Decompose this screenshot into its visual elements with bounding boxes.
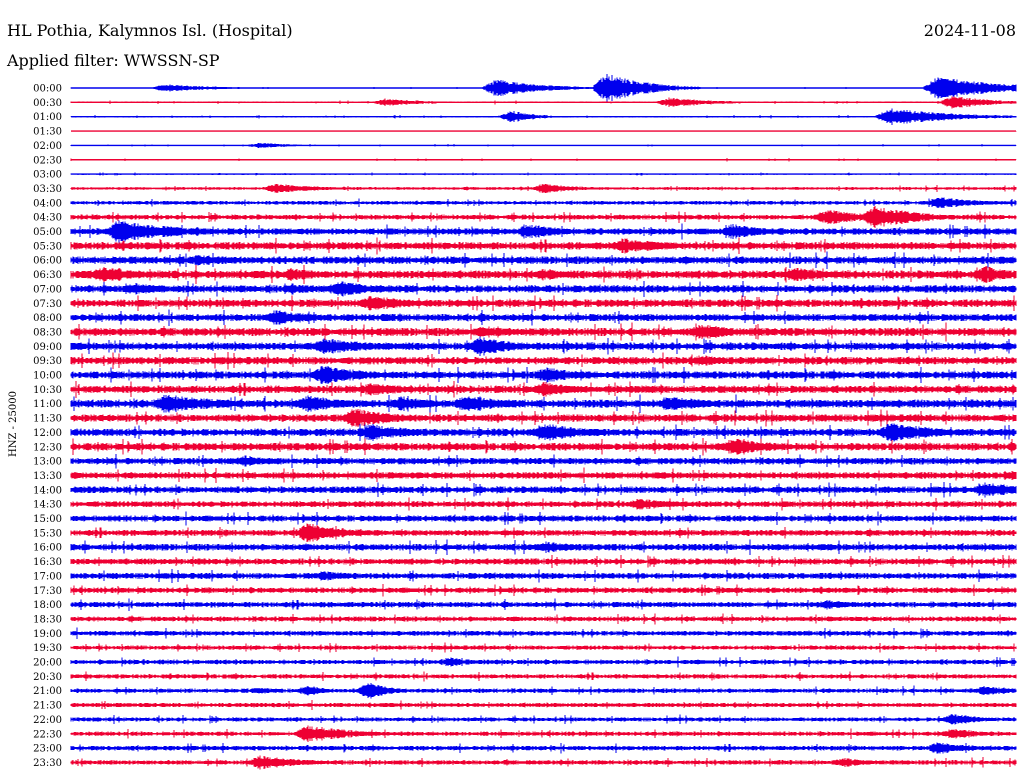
row-time-label: 01:00: [33, 112, 62, 123]
record-date: 2024-11-08: [924, 21, 1016, 40]
row-time-label: 03:30: [33, 184, 62, 195]
row-time-label: 00:30: [33, 98, 62, 109]
row-time-label: 18:30: [33, 614, 62, 625]
row-time-label: 08:30: [33, 327, 62, 338]
row-time-label: 23:30: [33, 758, 62, 769]
row-time-label: 23:00: [33, 744, 62, 755]
row-time-label: 04:30: [33, 213, 62, 224]
row-time-label: 14:00: [33, 485, 62, 496]
row-time-label: 21:30: [33, 701, 62, 712]
row-time-label: 02:30: [33, 155, 62, 166]
row-time-label: 21:00: [33, 686, 62, 697]
row-time-label: 05:30: [33, 241, 62, 252]
row-time-label: 15:30: [33, 528, 62, 539]
row-time-label: 07:00: [33, 284, 62, 295]
row-time-label: 22:30: [33, 729, 62, 740]
row-time-label: 08:00: [33, 313, 62, 324]
row-time-label: 06:00: [33, 256, 62, 267]
row-time-label: 16:00: [33, 543, 62, 554]
row-time-label: 09:00: [33, 342, 62, 353]
row-time-label: 22:00: [33, 715, 62, 726]
row-time-label: 20:30: [33, 672, 62, 683]
row-time-label: 17:00: [33, 571, 62, 582]
row-time-label: 11:00: [33, 399, 62, 410]
row-time-label: 01:30: [33, 127, 62, 138]
row-time-label: 10:30: [33, 385, 62, 396]
row-time-label: 17:30: [33, 586, 62, 597]
row-time-label: 10:00: [33, 371, 62, 382]
filter-label: Applied filter: WWSSN-SP: [6, 51, 220, 70]
row-time-labels: 00:00 00:30 01:00 01:30 02:00 02:30 03:00 03:30…: [33, 84, 62, 769]
row-time-label: 00:00: [33, 84, 62, 95]
row-time-label: 07:30: [33, 299, 62, 310]
row-time-label: 06:30: [33, 270, 62, 281]
row-time-label: 16:30: [33, 557, 62, 568]
station-title: HL Pothia, Kalymnos Isl. (Hospital): [7, 21, 293, 40]
seismic-traces: [70, 73, 1017, 770]
row-time-label: 11:30: [33, 414, 62, 425]
row-time-label: 04:00: [33, 198, 62, 209]
channel-label: HNZ - 25000: [8, 391, 19, 457]
row-time-label: 09:30: [33, 356, 62, 367]
row-time-label: 14:30: [33, 500, 62, 511]
row-time-label: 02:00: [33, 141, 62, 152]
row-time-label: 12:00: [33, 428, 62, 439]
row-time-label: 13:30: [33, 471, 62, 482]
row-time-label: 03:00: [33, 170, 62, 181]
row-time-label: 15:00: [33, 514, 62, 525]
row-time-label: 20:00: [33, 658, 62, 669]
row-time-label: 12:30: [33, 442, 62, 453]
row-time-label: 19:00: [33, 629, 62, 640]
row-time-label: 05:00: [33, 227, 62, 238]
row-time-label: 19:30: [33, 643, 62, 654]
row-time-label: 13:00: [33, 457, 62, 468]
row-time-label: 18:00: [33, 600, 62, 611]
